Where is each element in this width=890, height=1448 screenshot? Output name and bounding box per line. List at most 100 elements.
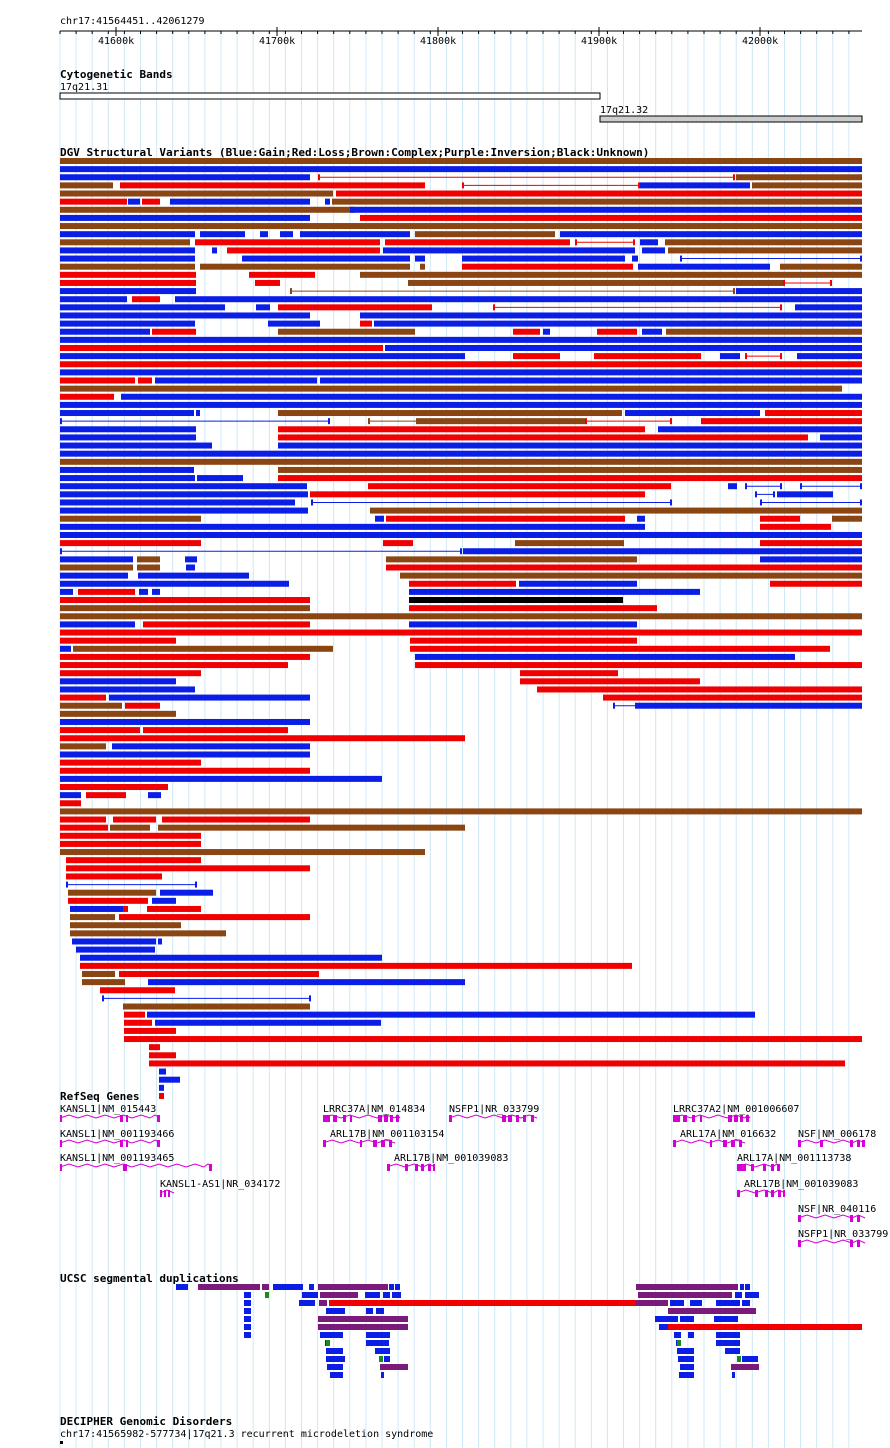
dgv-variant	[60, 792, 81, 799]
dgv-track[interactable]: DGV Structural Variants (Blue:Gain;Red:L…	[60, 146, 862, 1099]
refseq-track[interactable]: RefSeq Genes KANSL1|NM_015443 KANSL1|NM_…	[59, 1090, 888, 1247]
segdup-feature	[668, 1324, 862, 1330]
segdup-feature	[198, 1284, 260, 1290]
segdup-features[interactable]	[176, 1284, 862, 1378]
dgv-variant	[60, 824, 108, 831]
cytoband[interactable]	[59, 92, 601, 100]
dgv-variant	[131, 954, 382, 961]
gene-exon	[683, 1115, 687, 1122]
dgv-variant	[386, 564, 862, 571]
dgv-variant	[60, 466, 194, 473]
gene-glyphs[interactable]	[59, 1114, 866, 1247]
decipher-label[interactable]: chr17:41565982-577734|17q21.3 recurrent …	[60, 1429, 433, 1440]
gene-intron	[797, 1239, 866, 1244]
gene-label[interactable]: NSF|NR_040116	[798, 1204, 876, 1215]
gene-intron	[159, 1189, 175, 1194]
dgv-variant-end	[309, 995, 311, 1002]
dgv-variant	[640, 239, 658, 246]
dgv-variant-end	[195, 881, 197, 888]
dgv-variant	[66, 865, 310, 872]
dgv-variant	[386, 515, 625, 522]
dgv-variant	[418, 418, 585, 425]
dgv-variant	[60, 336, 862, 343]
gene-label[interactable]: ARL17B|NM_001039083	[394, 1153, 508, 1164]
dgv-variant	[60, 727, 140, 734]
dgv-variant	[60, 597, 310, 604]
dgv-variant	[462, 263, 633, 270]
gene-exon	[333, 1115, 337, 1122]
dgv-variant-end	[638, 182, 640, 189]
decipher-feature[interactable]	[60, 1441, 63, 1444]
dgv-variant	[60, 174, 310, 181]
dgv-variant	[368, 483, 671, 490]
decipher-track[interactable]: DECIPHER Genomic Disorders chr17:4156598…	[60, 1415, 433, 1444]
gene-label[interactable]: ARL17A|NM_016632	[680, 1129, 776, 1140]
dgv-variant-end	[760, 499, 762, 506]
dgv-variant	[148, 979, 465, 986]
dgv-features[interactable]	[60, 158, 862, 1099]
dgv-variant	[60, 410, 194, 417]
dgv-variant	[760, 540, 862, 547]
dgv-variant	[360, 271, 862, 278]
dgv-variant	[160, 889, 213, 896]
segdup-feature	[725, 1348, 740, 1354]
dgv-variant	[120, 182, 425, 189]
gene-label[interactable]: ARL17B|NM_001103154	[330, 1129, 444, 1140]
dgv-variant	[60, 158, 862, 164]
gene-exon	[820, 1140, 823, 1147]
dgv-variant	[332, 198, 862, 205]
gene-label[interactable]: KANSL1|NM_001193466	[60, 1129, 174, 1140]
gene-label[interactable]: KANSL1|NM_001193465	[60, 1153, 174, 1164]
segdup-feature	[742, 1300, 750, 1306]
dgv-variant	[60, 434, 196, 441]
gene-label[interactable]: ARL17B|NM_001039083	[744, 1179, 858, 1190]
dgv-variant	[832, 515, 862, 522]
dgv-variant	[594, 353, 701, 360]
dgv-variant	[60, 751, 310, 758]
segdup-feature	[244, 1308, 251, 1314]
gene-intron	[59, 1114, 161, 1119]
dgv-variant	[142, 198, 160, 205]
gene-label[interactable]: KANSL1|NM_015443	[60, 1104, 156, 1115]
dgv-variant	[60, 166, 862, 173]
track-title: DECIPHER Genomic Disorders	[60, 1415, 232, 1428]
dgv-variant	[278, 475, 862, 482]
segdup-track[interactable]: UCSC segmental duplications	[60, 1272, 862, 1378]
gene-exon	[728, 1115, 732, 1122]
gene-label[interactable]: LRRC37A2|NM_001006607	[673, 1104, 799, 1115]
dgv-variant	[60, 840, 201, 847]
gene-label[interactable]: NSFP1|NR_033799	[449, 1104, 539, 1115]
gene-label[interactable]: NSF|NM_006178	[798, 1129, 876, 1140]
segdup-feature	[688, 1332, 694, 1338]
dgv-variant	[60, 849, 425, 856]
gene-exon	[673, 1115, 680, 1122]
dgv-variant	[60, 662, 288, 669]
gene-exon	[350, 1115, 352, 1122]
dgv-variant	[625, 410, 760, 417]
segdup-feature	[244, 1292, 251, 1298]
dgv-variant	[60, 450, 862, 457]
gene-exon	[857, 1240, 860, 1247]
track-title: Cytogenetic Bands	[60, 68, 173, 81]
dgv-variant	[128, 198, 140, 205]
gene-exon	[405, 1164, 408, 1171]
gene-exon	[343, 1115, 346, 1122]
dgv-variant	[60, 385, 842, 392]
segdup-feature	[244, 1300, 251, 1306]
dgv-variant	[642, 328, 662, 335]
gene-exon	[765, 1190, 768, 1197]
gene-exon	[449, 1115, 452, 1122]
dgv-variant	[60, 556, 133, 563]
gene-label[interactable]: ARL17A|NM_001113738	[737, 1153, 851, 1164]
cytoband[interactable]	[599, 115, 863, 123]
segdup-feature	[262, 1284, 269, 1290]
dgv-variant-end	[460, 548, 462, 555]
cytoband-track[interactable]: Cytogenetic Bands 17q21.31 17q21.32	[59, 68, 863, 123]
gene-intron	[386, 1163, 436, 1168]
gene-label[interactable]: KANSL1-AS1|NR_034172	[160, 1179, 280, 1190]
gene-label[interactable]: NSFP1|NR_033799	[798, 1229, 888, 1240]
dgv-variant	[170, 198, 310, 205]
dgv-variant-end	[830, 279, 832, 286]
dgv-variant	[158, 824, 465, 831]
gene-label[interactable]: LRRC37A|NM_014834	[323, 1104, 425, 1115]
